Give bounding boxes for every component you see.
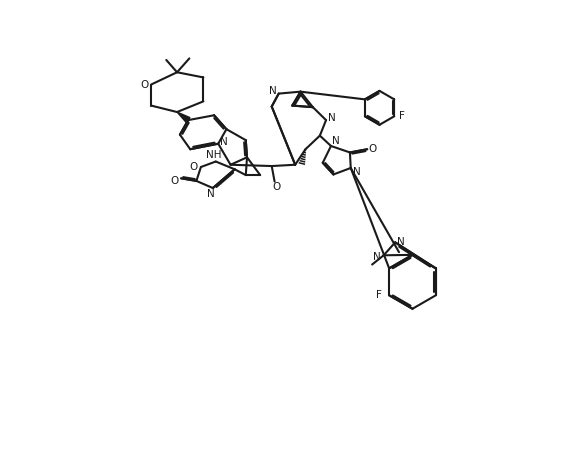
Text: NH: NH (206, 150, 221, 160)
Text: N: N (397, 237, 405, 247)
Text: N: N (373, 252, 380, 262)
Text: N: N (332, 136, 339, 146)
Text: F: F (399, 111, 405, 122)
Text: N: N (269, 86, 276, 96)
Text: O: O (273, 182, 281, 192)
Text: O: O (141, 79, 149, 90)
Text: N: N (353, 167, 361, 177)
Text: O: O (170, 176, 178, 186)
Polygon shape (177, 112, 190, 122)
Text: N: N (220, 137, 228, 147)
Text: N: N (328, 113, 335, 123)
Text: F: F (376, 290, 382, 300)
Text: O: O (190, 162, 198, 172)
Text: O: O (369, 144, 377, 154)
Text: N: N (206, 189, 215, 199)
